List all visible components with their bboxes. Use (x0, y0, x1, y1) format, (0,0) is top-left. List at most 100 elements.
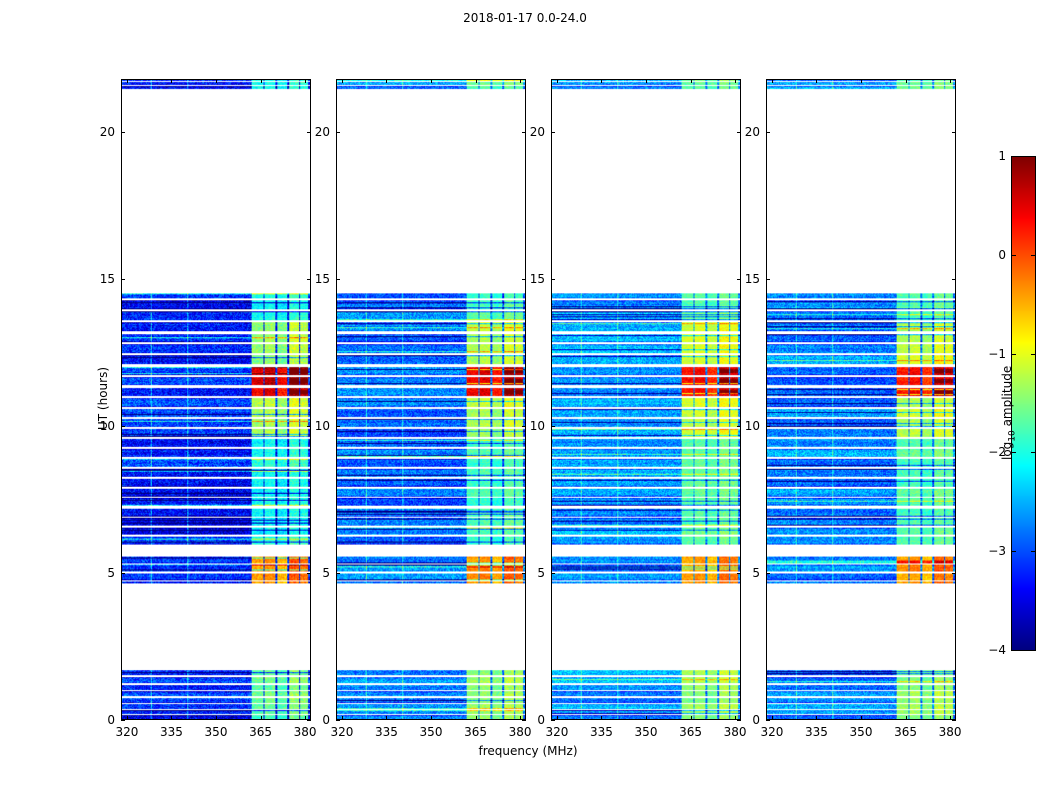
y-tick-mark (336, 278, 340, 280)
x-tick-mark (601, 716, 603, 720)
y-tick-mark (551, 572, 555, 574)
figure-suptitle: 2018-01-17 0.0-24.0 (463, 11, 587, 25)
x-tick-mark-top (171, 79, 173, 83)
colorbar-gradient (1011, 156, 1036, 651)
x-tick-mark-top (950, 79, 952, 83)
y-tick-label: 0 (752, 713, 760, 727)
x-tick-mark-top (905, 79, 907, 83)
y-tick-mark-right (522, 131, 526, 133)
y-tick-label: 5 (537, 565, 545, 580)
y-tick-mark-right (737, 131, 741, 133)
x-tick-label: 350 (204, 725, 228, 739)
colorbar-tick-label: −2 (988, 445, 1006, 460)
y-tick-mark (121, 572, 125, 574)
y-tick-mark-right (522, 720, 526, 721)
y-tick-label: 10 (314, 418, 330, 433)
x-tick-label: 335 (590, 725, 613, 739)
y-tick-mark (766, 425, 770, 427)
x-tick-mark-top (735, 79, 737, 83)
y-tick-mark (121, 720, 125, 721)
y-tick-mark (121, 131, 125, 133)
waterfall-image-xy (552, 80, 740, 719)
x-tick-label: 320 (330, 725, 354, 739)
colorbar-tick-label: 1 (998, 149, 1006, 163)
x-tick-mark-top (305, 79, 307, 83)
panel-xx: XX, V5*V13=EA08*EA11 (121, 79, 311, 720)
x-tick-label: 335 (375, 725, 398, 739)
y-tick-mark (551, 131, 555, 133)
panel-xy: XY, V5*V13=EA08*EA11 (551, 79, 741, 720)
x-tick-mark (861, 716, 862, 720)
colorbar-label-tail: amplitude (1000, 365, 1014, 431)
y-tick-label: 10 (529, 418, 545, 433)
y-tick-mark-right (522, 572, 526, 574)
y-tick-mark (551, 278, 555, 280)
x-tick-label: 365 (464, 725, 487, 739)
y-tick-mark (766, 131, 770, 133)
y-tick-mark-right (307, 278, 311, 280)
x-tick-mark-top (386, 79, 388, 83)
x-tick-mark-top (556, 79, 558, 83)
y-tick-mark-right (952, 278, 956, 280)
y-axis-label: UT (hours) (96, 366, 110, 430)
waterfall-image-xx (122, 80, 310, 719)
y-tick-mark-right (737, 278, 741, 280)
y-tick-mark (336, 720, 340, 721)
y-tick-label: 5 (107, 565, 115, 580)
x-tick-mark-top (431, 79, 432, 83)
colorbar-label: log10 amplitude (1000, 366, 1017, 460)
y-tick-label: 20 (744, 124, 760, 139)
x-tick-mark (690, 716, 692, 720)
x-tick-mark-top (216, 79, 217, 83)
colorbar-tick-mark (1011, 551, 1016, 553)
y-tick-mark-right (952, 131, 956, 133)
x-tick-label: 320 (545, 725, 569, 739)
x-tick-mark (816, 716, 818, 720)
x-tick-mark (171, 716, 173, 720)
y-tick-label: 5 (322, 565, 330, 580)
x-tick-mark (556, 716, 558, 720)
colorbar-tick-mark-right (1031, 551, 1036, 553)
y-tick-mark (336, 572, 340, 574)
y-tick-mark (121, 425, 125, 427)
x-tick-mark-top (260, 79, 262, 83)
colorbar-tick-mark (1011, 254, 1016, 256)
colorbar-tick-mark-right (1031, 156, 1036, 157)
x-tick-mark (735, 716, 737, 720)
x-tick-label: 365 (894, 725, 917, 739)
y-tick-mark-right (952, 572, 956, 574)
x-tick-mark (905, 716, 907, 720)
x-tick-mark-top (816, 79, 818, 83)
x-tick-label: 350 (634, 725, 658, 739)
colorbar-tick-label: −4 (988, 643, 1006, 657)
x-tick-mark (475, 716, 477, 720)
colorbar-tick-label: 0 (998, 247, 1006, 262)
x-tick-mark-top (520, 79, 522, 83)
y-tick-mark-right (737, 425, 741, 427)
x-tick-mark (950, 716, 952, 720)
y-tick-mark-right (307, 425, 311, 427)
y-tick-label: 15 (744, 271, 760, 286)
panel-yx: YX, V5*V13=EA08*EA11 (766, 79, 956, 720)
x-tick-label: 380 (508, 725, 532, 739)
x-tick-label: 365 (249, 725, 272, 739)
waterfall-image-yy (337, 80, 525, 719)
y-tick-mark-right (307, 572, 311, 574)
x-tick-label: 380 (293, 725, 317, 739)
x-tick-mark (386, 716, 388, 720)
colorbar-label-sub: 10 (1007, 430, 1018, 442)
x-tick-mark-top (771, 79, 773, 83)
y-tick-mark (766, 572, 770, 574)
y-tick-label: 0 (537, 713, 545, 727)
y-tick-mark (336, 131, 340, 133)
y-tick-mark (336, 425, 340, 427)
x-tick-mark (126, 716, 128, 720)
y-tick-mark (766, 278, 770, 280)
colorbar: −4 −3 −2 −1 0 1 (988, 149, 1036, 657)
y-tick-mark-right (952, 425, 956, 427)
x-tick-mark (431, 716, 432, 720)
x-tick-mark-top (861, 79, 862, 83)
y-tick-label: 20 (99, 124, 115, 139)
y-tick-mark-right (307, 720, 311, 721)
